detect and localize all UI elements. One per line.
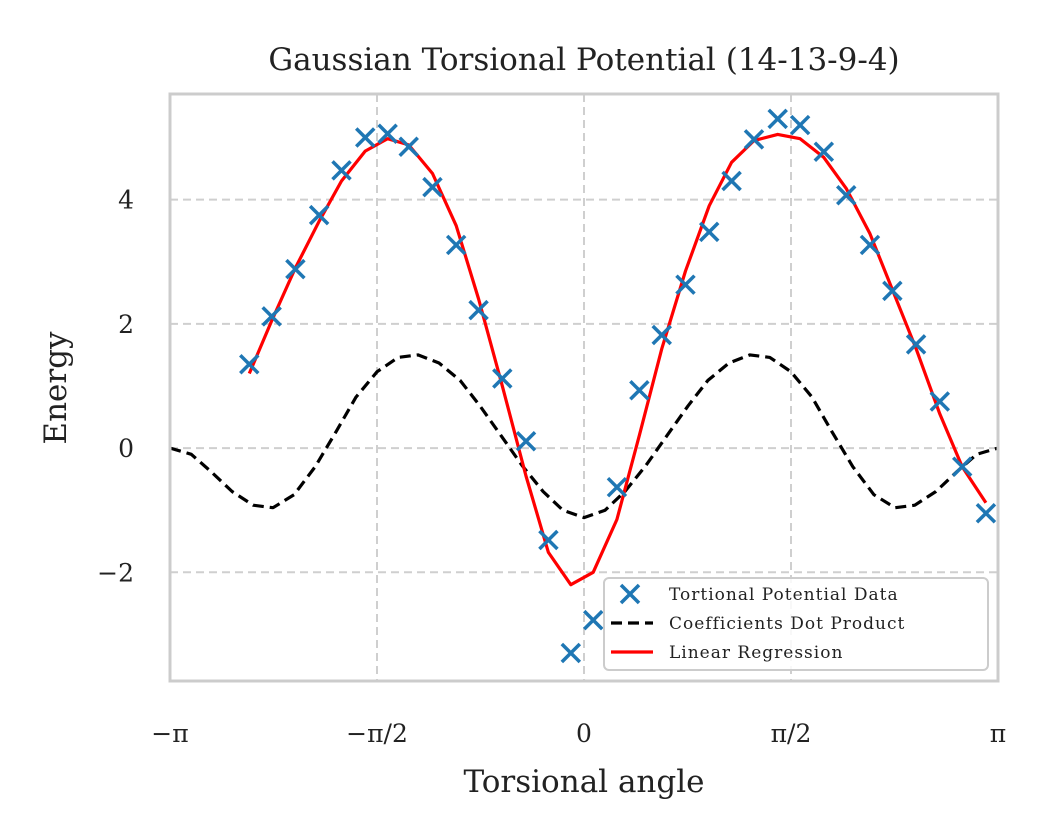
x-tick-label: π/2 [771,719,812,748]
data-point [468,299,489,321]
data-point [606,476,628,498]
data-point [560,642,582,664]
grid [170,94,998,681]
legend-label-2: Linear Regression [669,643,843,663]
data-point [422,176,443,198]
data-point [882,280,903,302]
chart-title: Gaussian Torsional Potential (14-13-9-4) [268,42,899,78]
data-point [377,123,398,144]
data-point [767,108,788,130]
data-point [905,334,927,355]
x-axis-ticks: −π −π/2 0 π/2 π [151,719,1006,748]
data-point [675,274,696,295]
series-line-2 [247,132,988,587]
data-point [951,456,973,477]
data-point [721,170,742,192]
y-tick-label: 2 [118,310,134,339]
y-tick-label: 0 [118,434,134,463]
x-tick-label: π [990,719,1006,748]
data-point [398,136,419,158]
legend-label-1: Coefficients Dot Product [669,614,905,634]
data-point [261,306,282,327]
y-tick-label: 4 [118,186,134,215]
x-axis-label: Torsional angle [463,764,704,800]
data-point [355,127,376,148]
data-point [331,160,352,181]
data-point [789,114,811,136]
data-point [743,129,765,150]
data-point [445,234,467,256]
data-point [285,258,306,280]
y-tick-label: −2 [97,558,134,587]
x-tick-label: 0 [576,719,592,748]
data-point [859,234,881,256]
data-point [515,430,537,452]
plot-frame [168,92,1000,683]
legend-box [603,577,989,671]
legend-marker-0 [619,583,641,605]
x-tick-label: −π/2 [346,719,408,748]
plot-area [169,108,999,664]
data-point [651,324,672,346]
legend: Tortional Potential Data Coefficients Dot… [603,577,989,671]
data-point [308,204,330,226]
x-tick-label: −π [151,719,188,748]
data-point [975,503,997,524]
data-point [929,391,951,412]
data-point [239,353,260,375]
series-line-1 [169,353,999,520]
legend-label-0: Tortional Potential Data [669,585,899,605]
data-point [582,609,604,631]
y-axis-label: Energy [38,331,74,445]
data-point [629,380,650,401]
data-point [538,529,559,551]
data-point [836,185,857,206]
data-point [813,141,835,163]
data-point [492,368,513,389]
data-point [698,221,720,243]
y-axis-ticks: −2 0 2 4 [97,186,134,588]
